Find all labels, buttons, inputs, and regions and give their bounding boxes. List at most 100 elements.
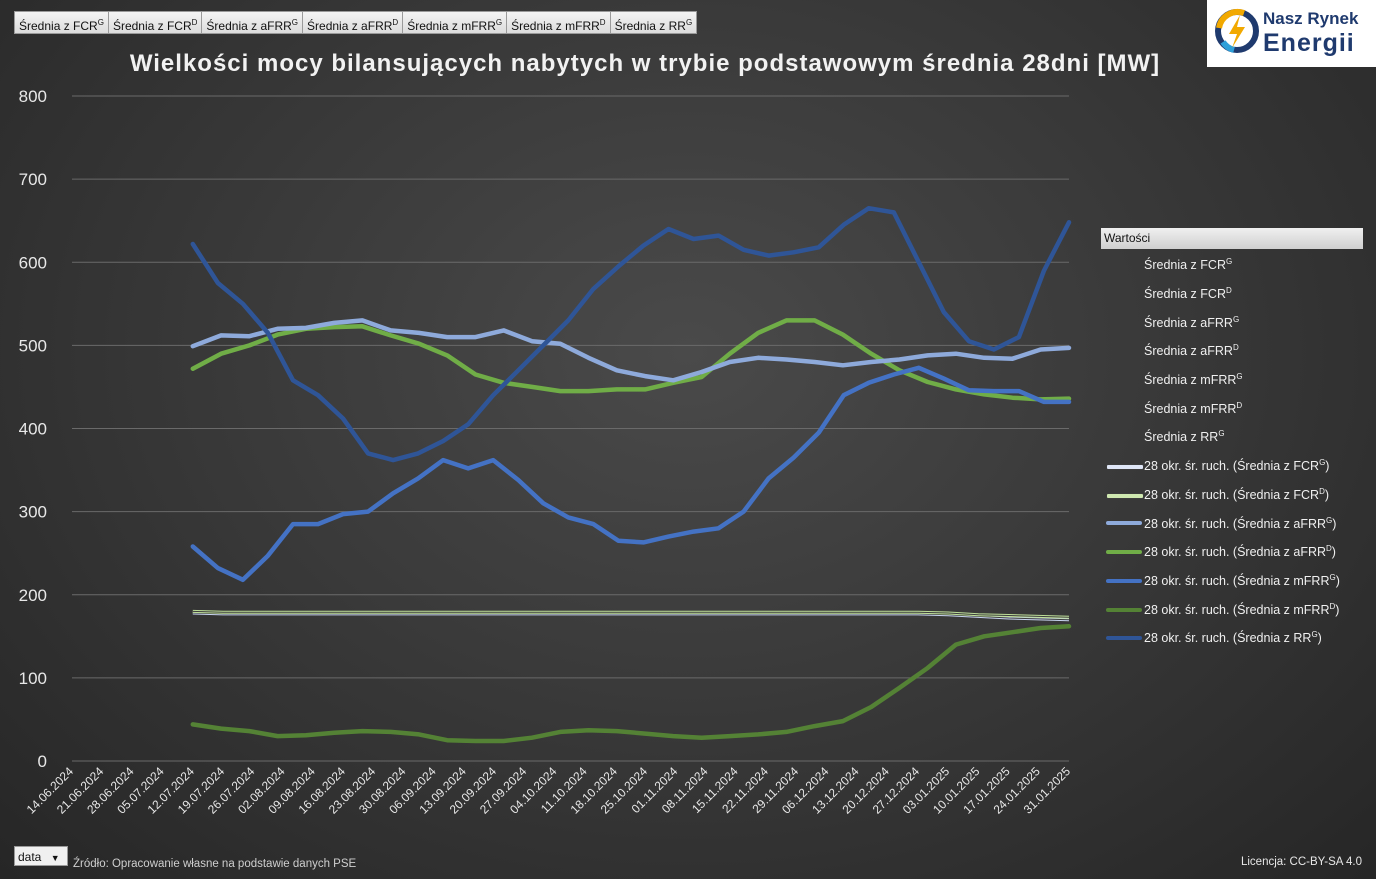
legend-label: 28 okr. śr. ruch. (Średnia z mFRRD) <box>1144 601 1340 617</box>
legend-value-item[interactable]: Średnia z FCRD <box>1144 286 1232 301</box>
slicer-label: Średnia z mFRR <box>407 19 496 33</box>
date-filter-button[interactable]: data ▼ <box>14 846 68 866</box>
legend-sup: G <box>1218 429 1225 439</box>
legend-sup: D <box>1329 601 1336 611</box>
dropdown-arrow-icon: ▼ <box>50 853 60 863</box>
legend-value-item[interactable]: Średnia z mFRRG <box>1144 372 1243 387</box>
legend-label: 28 okr. śr. ruch. (Średnia z FCRD) <box>1144 486 1330 502</box>
date-filter-label: data <box>18 850 42 864</box>
legend-value-item[interactable]: Średnia z aFRRD <box>1144 343 1239 358</box>
legend-sup: G <box>1236 371 1243 381</box>
slicer-sup: D <box>599 18 606 27</box>
slicer-label: Średnia z aFRR <box>206 19 292 33</box>
legend-sup: G <box>1311 630 1318 640</box>
y-tick-label: 600 <box>19 253 47 272</box>
legend-sup: D <box>1236 400 1243 410</box>
legend-swatch <box>1106 607 1142 612</box>
slicer-afrr-d[interactable]: Średnia z aFRRD <box>302 11 403 34</box>
slicer-label: Średnia z RR <box>614 19 686 33</box>
legend-sup: D <box>1232 343 1239 353</box>
slicer-label: Średnia z FCR <box>112 19 192 33</box>
slicer-fcr-d[interactable]: Średnia z FCRD <box>107 11 202 34</box>
legend-swatch <box>1106 492 1144 499</box>
series-line <box>190 365 1072 583</box>
legend-value-item[interactable]: Średnia z aFRRG <box>1144 314 1239 329</box>
legend-value-item[interactable]: Średnia z RRG <box>1144 429 1225 444</box>
series-line <box>190 205 1072 463</box>
legend-value-item[interactable]: Średnia z mFRRD <box>1144 401 1242 416</box>
legend-close: ) <box>1332 516 1337 531</box>
legend-close: ) <box>1335 573 1340 588</box>
legend-label: Średnia z mFRRD <box>1144 400 1243 416</box>
legend-sup: D <box>1225 285 1232 295</box>
y-tick-label: 800 <box>19 87 47 106</box>
y-tick-label: 400 <box>19 420 47 439</box>
slicer-label: Średnia z aFRR <box>307 19 393 33</box>
slicer-rr-g[interactable]: Średnia z RRG <box>609 11 698 34</box>
legend-label: 28 okr. śr. ruch. (Średnia z mFRRG) <box>1144 572 1340 588</box>
slicer-afrr-g[interactable]: Średnia z aFRRG <box>201 11 303 34</box>
legend-series-item[interactable]: 28 okr. śr. ruch. (Średnia z FCRD) <box>1144 487 1329 502</box>
y-tick-label: 100 <box>19 669 47 688</box>
legend-sup: D <box>1319 486 1325 496</box>
series-line <box>190 624 1072 744</box>
y-tick-label: 500 <box>19 336 47 355</box>
y-axis-ticks: 0 100 200 300 400 500 600 700 800 <box>19 87 47 771</box>
legend-series-item[interactable]: 28 okr. śr. ruch. (Średnia z RRG) <box>1144 630 1322 645</box>
x-axis-ticks: 14.06.202421.06.202428.06.202405.07.2024… <box>24 764 1074 817</box>
legend-label: Średnia z mFRRG <box>1144 371 1243 387</box>
legend-series-item[interactable]: 28 okr. śr. ruch. (Średnia z aFRRG) <box>1144 515 1336 530</box>
legend-close: ) <box>1317 631 1322 646</box>
slicer-sup: G <box>97 18 104 27</box>
y-tick-label: 700 <box>19 170 47 189</box>
slicer-label: Średnia z mFRR <box>511 19 600 33</box>
slicer-mfrr-g[interactable]: Średnia z mFRRG <box>402 11 507 34</box>
legend-close: ) <box>1324 487 1330 502</box>
legend-sup: D <box>1326 544 1332 554</box>
legend-swatch <box>1106 550 1142 555</box>
legend-series-item[interactable]: 28 okr. śr. ruch. (Średnia z FCRG) <box>1144 458 1329 473</box>
legend-label: 28 okr. śr. ruch. (Średnia z aFRRG) <box>1144 515 1337 531</box>
license-note: Licencja: CC-BY-SA 4.0 <box>1240 856 1362 868</box>
series-line <box>190 318 1072 402</box>
series-line <box>190 318 1072 383</box>
legend-label: 28 okr. śr. ruch. (Średnia z RRG) <box>1144 630 1322 646</box>
legend-label: 28 okr. śr. ruch. (Średnia z aFRRD) <box>1144 544 1336 560</box>
legend-label: 28 okr. śr. ruch. (Średnia z FCRG) <box>1144 458 1330 474</box>
source-note: Źródło: Opracowanie własne na podstawie … <box>73 858 357 870</box>
legend-label: Średnia z RRG <box>1144 429 1225 445</box>
y-tick-label: 0 <box>38 752 47 771</box>
gridlines <box>72 95 1069 762</box>
slicer-sup: G <box>685 18 693 27</box>
slicer-sup: G <box>291 18 299 27</box>
legend-header[interactable]: Wartości <box>1101 228 1363 249</box>
legend-swatch <box>1106 521 1142 526</box>
series-line-inner <box>192 610 1070 618</box>
legend-close: ) <box>1335 602 1340 617</box>
legend-label: Średnia z FCRD <box>1144 285 1232 301</box>
legend-series-item[interactable]: 28 okr. śr. ruch. (Średnia z aFRRD) <box>1144 544 1336 559</box>
chart-title: Wielkości mocy bilansujących nabytych w … <box>129 50 1161 77</box>
legend-value-item[interactable]: Średnia z FCRG <box>1144 257 1232 272</box>
lightning-logo-icon <box>1215 8 1259 53</box>
legend-close: ) <box>1325 459 1330 474</box>
legend-label: Średnia z FCRG <box>1144 257 1233 273</box>
logo-line2: Energii <box>1263 29 1355 57</box>
legend-swatch <box>1106 464 1144 470</box>
slicer-fcr-g[interactable]: Średnia z FCRG <box>14 11 108 34</box>
legend-label: Średnia z aFRRG <box>1144 314 1240 330</box>
legend-series-item[interactable]: 28 okr. śr. ruch. (Średnia z mFRRG) <box>1144 573 1340 588</box>
slicer-sup: D <box>392 18 399 27</box>
legend-series-item[interactable]: 28 okr. śr. ruch. (Średnia z mFRRD) <box>1144 602 1339 617</box>
legend-swatch <box>1106 636 1142 641</box>
slicer-mfrr-d[interactable]: Średnia z mFRRD <box>506 11 610 34</box>
legend-sup: G <box>1326 515 1333 525</box>
legend-sup: G <box>1329 572 1336 582</box>
legend-label: Średnia z aFRRD <box>1144 343 1239 359</box>
slicer-label: Średnia z FCR <box>19 19 98 33</box>
y-tick-label: 200 <box>19 586 47 605</box>
legend-swatch <box>1106 578 1142 583</box>
logo: Nasz Rynek Energii <box>1207 0 1376 67</box>
series-lines <box>190 205 1072 744</box>
